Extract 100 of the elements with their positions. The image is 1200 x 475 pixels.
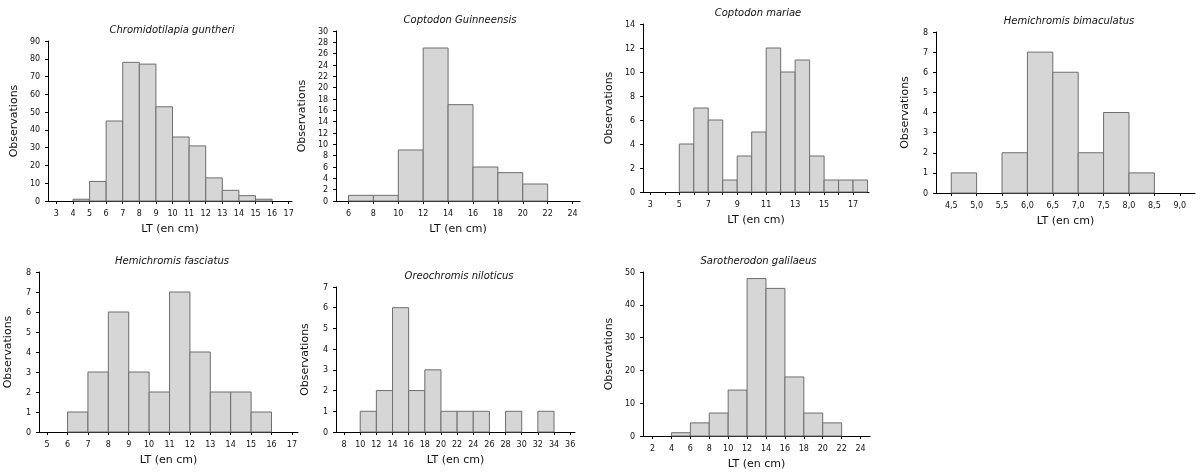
- x-tick-label: 12: [371, 439, 382, 449]
- y-tick-label: 12: [624, 43, 636, 53]
- x-tick-label: 30: [516, 439, 527, 449]
- x-axis-title: LT (en cm): [426, 453, 485, 466]
- x-tick-label: 4: [668, 443, 674, 453]
- x-tick-label: 24: [567, 208, 578, 218]
- y-tick-label: 16: [317, 105, 329, 115]
- x-tick-label: 6,0: [1021, 200, 1034, 210]
- x-tick-label: 20: [817, 443, 828, 453]
- x-tick-label: 13: [217, 208, 228, 218]
- x-tick-label: 13: [790, 199, 801, 209]
- x-tick-label: 8,0: [1122, 200, 1136, 210]
- y-tick-label: 0: [25, 427, 31, 437]
- x-tick-label: 17: [283, 208, 294, 218]
- x-tick-label: 20: [435, 439, 447, 449]
- chart-title: Oreochromis niloticus: [404, 269, 514, 281]
- x-tick-label: 16: [266, 439, 277, 449]
- y-tick-label: 14: [624, 19, 636, 29]
- y-tick-label: 14: [317, 117, 329, 127]
- y-tick-label: 20: [317, 83, 329, 93]
- x-tick-label: 14: [760, 443, 772, 453]
- x-tick-label: 7: [120, 208, 126, 218]
- x-tick-label: 10: [393, 208, 404, 218]
- x-axis-title: LT (en cm): [141, 222, 199, 235]
- x-tick-label: 8: [105, 439, 111, 449]
- y-tick-label: 2: [322, 185, 329, 195]
- y-tick-label: 28: [317, 37, 329, 47]
- y-tick-label: 30: [624, 333, 636, 343]
- x-tick-label: 14: [225, 439, 236, 449]
- chart-title: Hemichromis bimaculatus: [1003, 14, 1135, 26]
- x-tick-label: 18: [419, 439, 430, 449]
- x-tick-label: 3: [53, 208, 59, 218]
- y-tick-label: 0: [629, 431, 636, 441]
- y-tick-label: 4: [922, 108, 928, 117]
- y-tick-label: 0: [322, 196, 329, 206]
- x-tick-label: 5,5: [995, 200, 1009, 210]
- x-tick-label: 22: [452, 439, 463, 449]
- x-tick-label: 7,5: [1097, 200, 1110, 210]
- x-tick-label: 26: [484, 439, 495, 449]
- y-tick-label: 4: [322, 344, 328, 354]
- x-tick-label: 5: [44, 439, 50, 449]
- x-tick-label: 8: [341, 439, 347, 449]
- y-tick-label: 10: [29, 178, 41, 188]
- x-tick-label: 16: [266, 208, 278, 218]
- y-tick-label: 50: [29, 107, 41, 117]
- x-tick-label: 5: [676, 199, 682, 209]
- y-tick-label: 2: [25, 387, 31, 397]
- y-tick-label: 2: [629, 163, 636, 173]
- y-tick-label: 4: [629, 139, 636, 149]
- x-tick-label: 24: [468, 439, 479, 449]
- x-tick-label: 18: [492, 208, 503, 218]
- x-tick-label: 22: [836, 443, 847, 453]
- y-tick-label: 0: [322, 427, 328, 437]
- chart-title: Hemichromis fasciatus: [115, 254, 229, 266]
- y-tick-label: 70: [29, 72, 41, 82]
- y-tick-label: 50: [624, 267, 636, 277]
- x-tick-label: 10: [144, 439, 155, 449]
- x-tick-label: 28: [500, 439, 511, 449]
- x-tick-label: 8,5: [1148, 200, 1161, 210]
- y-tick-label: 30: [29, 143, 41, 153]
- y-tick-label: 5: [322, 323, 328, 333]
- x-tick-label: 12: [200, 208, 211, 218]
- y-tick-label: 1: [922, 168, 928, 178]
- x-tick-label: 6: [687, 443, 693, 453]
- y-tick-label: 22: [317, 71, 329, 81]
- y-tick-label: 10: [317, 139, 329, 149]
- y-tick-label: 7: [322, 282, 328, 292]
- y-tick-label: 8: [322, 151, 329, 161]
- x-tick-label: 2: [649, 443, 656, 453]
- y-tick-label: 18: [317, 94, 329, 104]
- x-tick-label: 12: [741, 443, 753, 453]
- y-tick-label: 2: [922, 148, 928, 158]
- y-tick-label: 6: [922, 67, 928, 77]
- y-tick-label: 6: [322, 162, 329, 172]
- x-tick-label: 6,5: [1046, 200, 1060, 210]
- y-axis-title: Observations: [602, 71, 615, 145]
- y-tick-label: 1: [322, 406, 328, 416]
- y-tick-label: 20: [624, 365, 636, 375]
- x-tick-label: 15: [246, 439, 257, 449]
- x-tick-label: 34: [548, 439, 560, 449]
- y-tick-label: 40: [624, 300, 636, 310]
- x-tick-label: 4,5: [944, 200, 958, 210]
- x-tick-label: 6: [345, 208, 352, 218]
- x-tick-label: 14: [387, 439, 398, 449]
- y-tick-label: 0: [34, 196, 41, 206]
- y-axis-title: Observations: [898, 75, 911, 149]
- x-tick-label: 8: [370, 208, 376, 218]
- x-tick-label: 5,0: [970, 200, 983, 210]
- x-tick-label: 22: [542, 208, 553, 218]
- x-tick-label: 17: [847, 199, 859, 209]
- y-tick-label: 4: [25, 347, 31, 357]
- y-tick-label: 12: [317, 128, 329, 138]
- y-tick-label: 90: [29, 36, 41, 46]
- x-tick-label: 10: [355, 439, 366, 449]
- x-tick-label: 13: [205, 439, 216, 449]
- x-tick-label: 11: [164, 439, 175, 449]
- x-tick-label: 36: [565, 439, 576, 449]
- y-tick-label: 8: [629, 91, 636, 101]
- y-tick-label: 20: [29, 160, 41, 170]
- y-tick-label: 0: [629, 187, 636, 197]
